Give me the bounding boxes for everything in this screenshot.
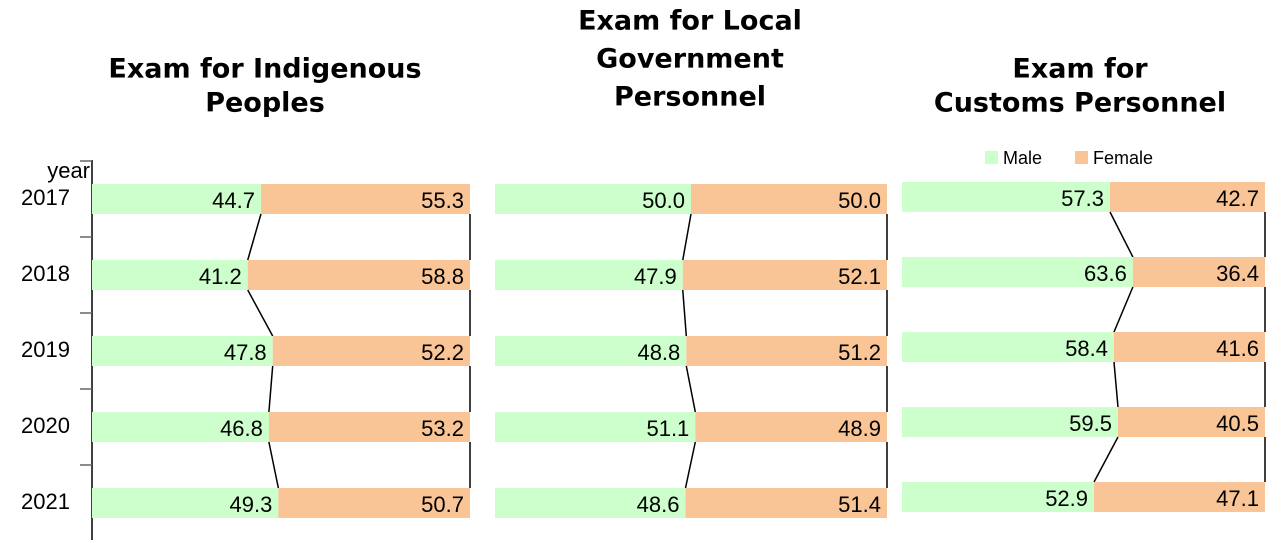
bar-segment [268, 412, 470, 442]
bar-segment [495, 412, 696, 442]
bar-segment [1117, 407, 1265, 437]
bar-segment [682, 260, 887, 290]
bar-segment [902, 332, 1114, 362]
chart-title: Personnel [614, 82, 766, 113]
y-tick-label: 2020 [21, 413, 70, 438]
connector [685, 365, 697, 413]
data-label: 58.4 [1065, 336, 1108, 361]
data-label: 48.9 [838, 416, 881, 441]
legend-swatch [985, 151, 998, 164]
bar-segment [92, 488, 279, 518]
y-axis-label: year [47, 158, 90, 183]
bar-segment [1113, 332, 1265, 362]
data-label: 42.7 [1216, 186, 1259, 211]
chart-title: Peoples [205, 88, 325, 119]
legend-swatch [1075, 151, 1088, 164]
data-label: 58.8 [421, 264, 464, 289]
connector [1109, 211, 1134, 258]
connector [268, 365, 274, 413]
bar-segment [278, 488, 470, 518]
legend-label: Female [1093, 148, 1153, 168]
connector [247, 289, 274, 337]
data-label: 50.7 [421, 492, 464, 517]
data-label: 48.6 [637, 492, 680, 517]
bar-segment [695, 412, 887, 442]
legend-label: Male [1003, 148, 1042, 168]
connector [268, 441, 280, 489]
bar-segment [902, 482, 1095, 512]
data-label: 52.2 [421, 340, 464, 365]
data-label: 44.7 [212, 188, 255, 213]
bar-segment [92, 184, 261, 214]
y-tick-label: 2017 [21, 185, 70, 210]
data-label: 47.8 [224, 340, 267, 365]
y-tick-label: 2019 [21, 337, 70, 362]
chart-title: Exam for Local [578, 6, 802, 37]
bar-segment [92, 412, 269, 442]
data-label: 36.4 [1216, 261, 1259, 286]
connector [1093, 436, 1119, 483]
data-label: 41.6 [1216, 336, 1259, 361]
bar-segment [495, 184, 691, 214]
chart-title: Government [596, 44, 784, 75]
data-label: 63.6 [1084, 261, 1127, 286]
bar-segment [1109, 182, 1265, 212]
data-label: 51.2 [838, 340, 881, 365]
bar-segment [902, 182, 1110, 212]
connector [1113, 361, 1119, 408]
data-label: 50.0 [838, 188, 881, 213]
connector [682, 289, 688, 337]
connector [684, 441, 697, 489]
bar-segment [1094, 482, 1265, 512]
chart-title: Exam for [1012, 54, 1148, 85]
data-label: 50.0 [642, 188, 685, 213]
data-label: 47.1 [1216, 486, 1259, 511]
data-label: 47.9 [634, 264, 677, 289]
bar-segment [247, 260, 470, 290]
chart-title: Exam for Indigenous [108, 54, 421, 85]
bar-segment [902, 257, 1133, 287]
bar-segment [495, 488, 686, 518]
connector [1113, 286, 1134, 333]
data-label: 59.5 [1069, 411, 1112, 436]
data-label: 49.3 [230, 492, 273, 517]
data-label: 46.8 [220, 416, 263, 441]
bar-segment [691, 184, 887, 214]
connector [247, 213, 262, 261]
data-label: 57.3 [1061, 186, 1104, 211]
data-label: 51.4 [838, 492, 881, 517]
data-label: 53.2 [421, 416, 464, 441]
bar-segment [902, 407, 1118, 437]
chart-title: Customs Personnel [934, 88, 1226, 119]
bar-segment [495, 336, 687, 366]
data-label: 41.2 [199, 264, 242, 289]
data-label: 52.1 [838, 264, 881, 289]
bar-segment [1132, 257, 1265, 287]
bar-segment [272, 336, 470, 366]
bar-segment [685, 488, 887, 518]
data-label: 51.1 [646, 416, 689, 441]
y-tick-label: 2021 [21, 489, 70, 514]
bar-segment [92, 336, 273, 366]
data-label: 48.8 [637, 340, 680, 365]
data-label: 40.5 [1216, 411, 1259, 436]
y-tick-label: 2018 [21, 261, 70, 286]
data-label: 52.9 [1045, 486, 1088, 511]
bar-segment [260, 184, 470, 214]
connector [682, 213, 692, 261]
bar-segment [92, 260, 248, 290]
data-label: 55.3 [421, 188, 464, 213]
bar-segment [686, 336, 887, 366]
bar-segment [495, 260, 683, 290]
